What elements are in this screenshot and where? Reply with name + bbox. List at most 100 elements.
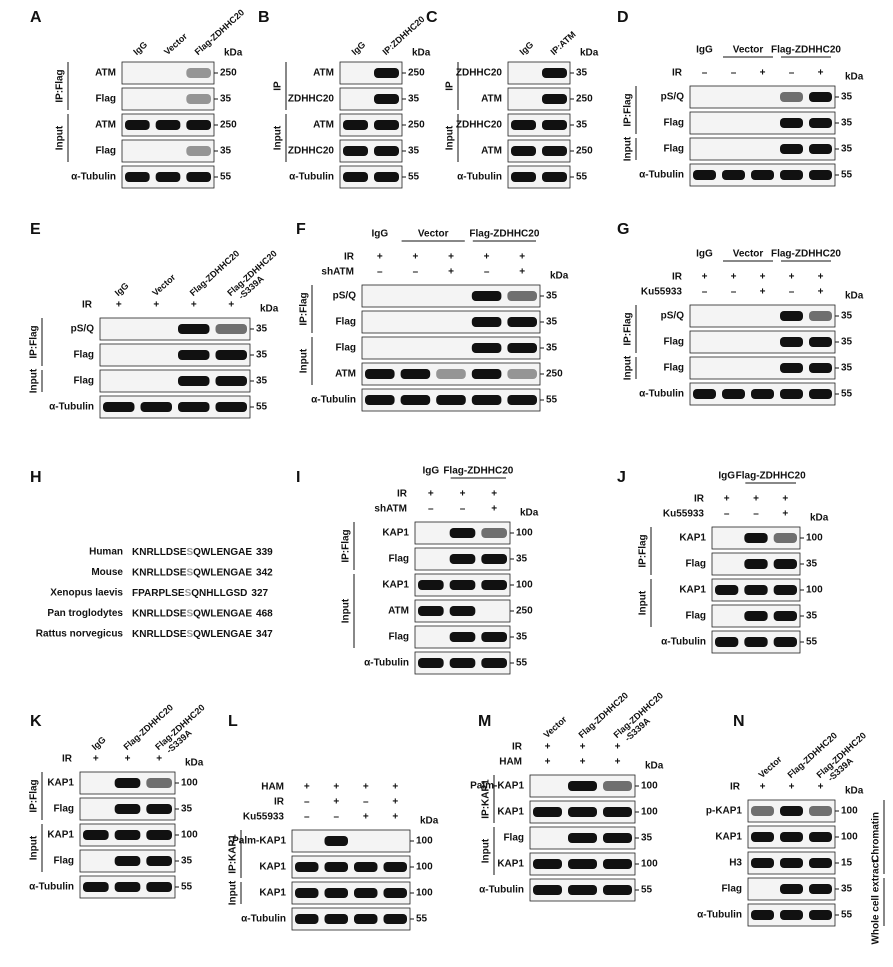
- band: [542, 120, 567, 130]
- row-label: ATM: [481, 146, 502, 157]
- band: [383, 888, 407, 898]
- marker-label: 55: [408, 172, 420, 183]
- row-label: α-Tubulin: [457, 172, 502, 183]
- condition-mark: +: [460, 489, 466, 500]
- band: [780, 170, 803, 180]
- band: [533, 885, 562, 895]
- condition-mark: +: [448, 267, 454, 278]
- band: [809, 118, 832, 128]
- marker-label: 100: [841, 806, 858, 817]
- row-label: α-Tubulin: [364, 658, 409, 669]
- band: [780, 118, 803, 128]
- row-label: Flag: [663, 144, 684, 155]
- condition-label: Ku55933: [641, 287, 683, 298]
- sequence-after: QWLENGAE: [193, 608, 252, 619]
- condition-label: HAM: [261, 782, 284, 793]
- row-label: Palm-KAP1: [232, 836, 286, 847]
- band: [215, 402, 247, 412]
- band: [751, 858, 774, 868]
- marker-label: 55: [181, 882, 193, 893]
- marker-label: 100: [181, 830, 198, 841]
- marker-label: 35: [546, 343, 558, 354]
- marker-label: 100: [841, 832, 858, 843]
- condition-mark: –: [753, 509, 759, 520]
- band: [343, 172, 368, 182]
- marker-label: 55: [256, 402, 268, 413]
- column-label-line: Vector: [150, 272, 178, 298]
- band: [155, 172, 181, 182]
- band: [603, 885, 632, 895]
- condition-label: Ku55933: [243, 812, 285, 823]
- condition-mark: –: [428, 504, 434, 515]
- column-label: Flag-ZDHHC20: [443, 466, 513, 477]
- band: [773, 559, 797, 569]
- column-label: IgG: [696, 45, 713, 56]
- row-label: pS/Q: [661, 92, 685, 103]
- group-label: Input: [29, 368, 40, 393]
- sequence-before: KNRLLDSE: [132, 629, 187, 640]
- panel-letter: E: [30, 221, 41, 238]
- row-label: KAP1: [382, 528, 409, 539]
- band: [780, 910, 803, 920]
- kda-label: kDa: [412, 48, 431, 59]
- marker-label: 250: [220, 120, 237, 131]
- row-label: ZDHHC20: [288, 94, 335, 105]
- band: [83, 882, 109, 892]
- condition-mark: +: [753, 494, 759, 505]
- panel-letter: M: [478, 713, 491, 730]
- band: [481, 580, 507, 590]
- marker-label: 35: [408, 94, 420, 105]
- condition-mark: –: [413, 267, 419, 278]
- marker-label: 35: [841, 337, 853, 348]
- column-label: Vector: [542, 714, 570, 740]
- condition-mark: +: [731, 272, 737, 283]
- band: [178, 402, 210, 412]
- band: [568, 859, 597, 869]
- condition-mark: +: [116, 300, 122, 311]
- band: [146, 830, 172, 840]
- band: [751, 832, 774, 842]
- row-label: α-Tubulin: [661, 637, 706, 648]
- band: [343, 146, 368, 156]
- marker-label: 35: [408, 146, 420, 157]
- condition-mark: +: [412, 252, 418, 263]
- condition-mark: +: [484, 252, 490, 263]
- band: [751, 170, 774, 180]
- group-label: Input: [623, 136, 634, 161]
- phospho-site: S: [186, 608, 193, 619]
- panel-letter: N: [733, 713, 745, 730]
- marker-label: 35: [181, 804, 193, 815]
- marker-label: 55: [576, 172, 588, 183]
- band: [603, 833, 632, 843]
- condition-mark: +: [392, 797, 398, 808]
- band: [533, 807, 562, 817]
- row-label: Flag: [388, 554, 409, 565]
- row-label: Flag: [73, 350, 94, 361]
- row-label: pS/Q: [333, 291, 357, 302]
- row-label: α-Tubulin: [479, 885, 524, 896]
- row-label: Flag: [503, 833, 524, 844]
- band: [400, 369, 431, 379]
- residue-number: 468: [256, 608, 273, 619]
- group-label: Input: [55, 125, 66, 150]
- band: [114, 882, 141, 892]
- residue-number: 342: [256, 567, 273, 578]
- condition-mark: +: [580, 742, 586, 753]
- band: [418, 580, 444, 590]
- band: [809, 884, 832, 894]
- condition-label: IR: [397, 489, 408, 500]
- row-label: ATM: [313, 120, 334, 131]
- condition-label: IR: [672, 68, 683, 79]
- condition-mark: +: [491, 489, 497, 500]
- band: [178, 324, 210, 334]
- blot-panel: NIR + + +Vector Flag-ZDHHC20Flag-ZDHHC20-S33…: [697, 713, 885, 945]
- band: [568, 781, 597, 791]
- sequence: FPARPLSESQNHLLGSD 327: [132, 588, 269, 599]
- condition-mark: +: [702, 272, 708, 283]
- band: [374, 172, 399, 182]
- marker-label: 55: [220, 172, 232, 183]
- band: [507, 317, 537, 327]
- kda-label: kDa: [810, 513, 829, 524]
- condition-mark: +: [191, 300, 197, 311]
- kda-label: kDa: [260, 304, 279, 315]
